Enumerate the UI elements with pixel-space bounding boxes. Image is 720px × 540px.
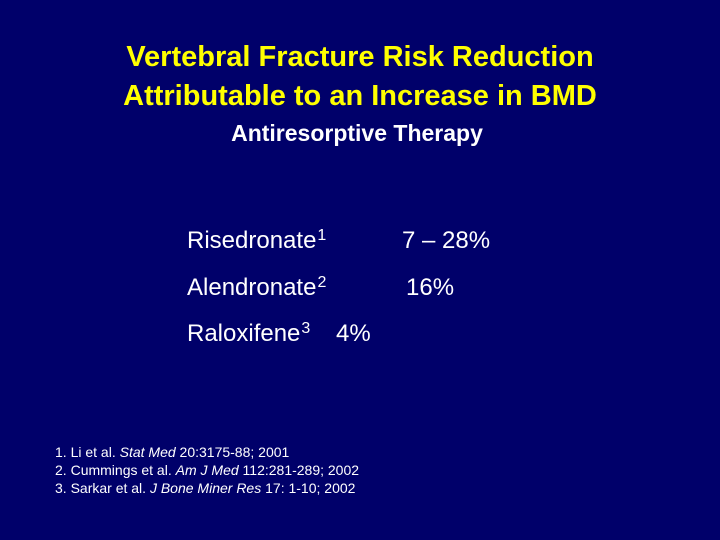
references-list: 1. Li et al. Stat Med 20:3175-88; 2001 2… (55, 443, 359, 497)
slide-subtitle: Antiresorptive Therapy (231, 120, 483, 146)
reference-details: 17: 1-10; 2002 (265, 480, 356, 496)
drug-name: Risedronate1 (187, 226, 326, 256)
reference-journal: Stat Med (119, 444, 176, 460)
drug-name-text: Risedronate (187, 227, 317, 254)
reference-authors: Sarkar et al. (70, 480, 147, 496)
title-line-2: Attributable to an Increase in BMD (123, 80, 597, 112)
drug-name: Alendronate2 (187, 273, 326, 303)
risk-reduction-value: 7 – 28% (402, 227, 491, 254)
slide-title: Vertebral Fracture Risk Reduction Attrib… (0, 38, 720, 116)
reference-marker: 1 (317, 227, 327, 244)
reference-number: 1. (55, 444, 67, 460)
reference-item: 3. Sarkar et al. J Bone Miner Res 17: 1-… (55, 479, 359, 497)
drug-name: Raloxifene3 (187, 319, 310, 349)
reference-number: 3. (55, 480, 67, 496)
reference-marker: 3 (301, 320, 311, 337)
reference-details: 20:3175-88; 2001 (179, 444, 290, 460)
drug-row-risedronate: Risedronate1 7 – 28% (187, 226, 490, 256)
risk-reduction-value: 4% (336, 320, 371, 347)
reference-details: 112:281-289; 2002 (242, 462, 360, 478)
drug-name-text: Alendronate (187, 274, 317, 301)
reference-journal: Am J Med (175, 462, 239, 478)
reference-item: 2. Cummings et al. Am J Med 112:281-289;… (55, 461, 359, 479)
reference-marker: 2 (317, 274, 327, 291)
reference-authors: Li et al. (70, 444, 116, 460)
reference-number: 2. (55, 462, 67, 478)
title-line-1: Vertebral Fracture Risk Reduction (126, 41, 594, 73)
drug-row-raloxifene: Raloxifene3 4% (187, 319, 371, 349)
drug-row-alendronate: Alendronate2 16% (187, 273, 454, 303)
drug-name-text: Raloxifene (187, 320, 301, 347)
reference-item: 1. Li et al. Stat Med 20:3175-88; 2001 (55, 443, 359, 461)
reference-journal: J Bone Miner Res (149, 480, 262, 496)
reference-authors: Cummings et al. (70, 462, 172, 478)
risk-reduction-value: 16% (406, 274, 455, 301)
